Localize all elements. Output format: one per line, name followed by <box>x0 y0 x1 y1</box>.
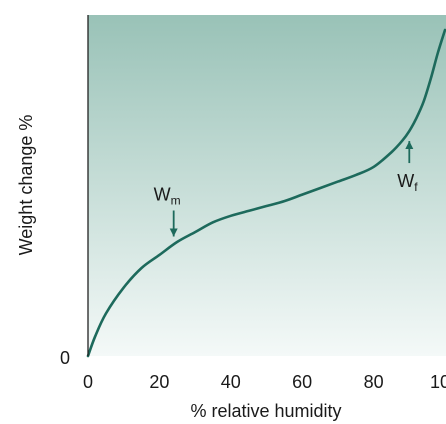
sorption-curve <box>86 28 446 358</box>
x-axis-title: % relative humidity <box>190 401 341 421</box>
annotation-arrow-head-icon <box>169 228 178 237</box>
annotation-wf: Wf <box>397 141 418 194</box>
annotation-label: Wf <box>397 171 418 194</box>
x-tick-label: 0 <box>83 372 93 392</box>
y-tick-label: 0 <box>60 348 70 368</box>
x-tick-label: 80 <box>364 372 384 392</box>
curve-layer <box>86 28 446 358</box>
y-axis-title: Weight change % <box>16 115 36 256</box>
x-tick-labels: 0 20 40 60 80 100 <box>83 372 446 392</box>
annotation-arrow-head-icon <box>405 141 414 150</box>
x-tick-label: 20 <box>149 372 169 392</box>
x-tick-label: 40 <box>221 372 241 392</box>
plot-background <box>88 15 446 356</box>
x-tick-label: 60 <box>292 372 312 392</box>
x-tick-label: 100 <box>430 372 446 392</box>
y-tick-labels: 0 <box>60 348 70 368</box>
